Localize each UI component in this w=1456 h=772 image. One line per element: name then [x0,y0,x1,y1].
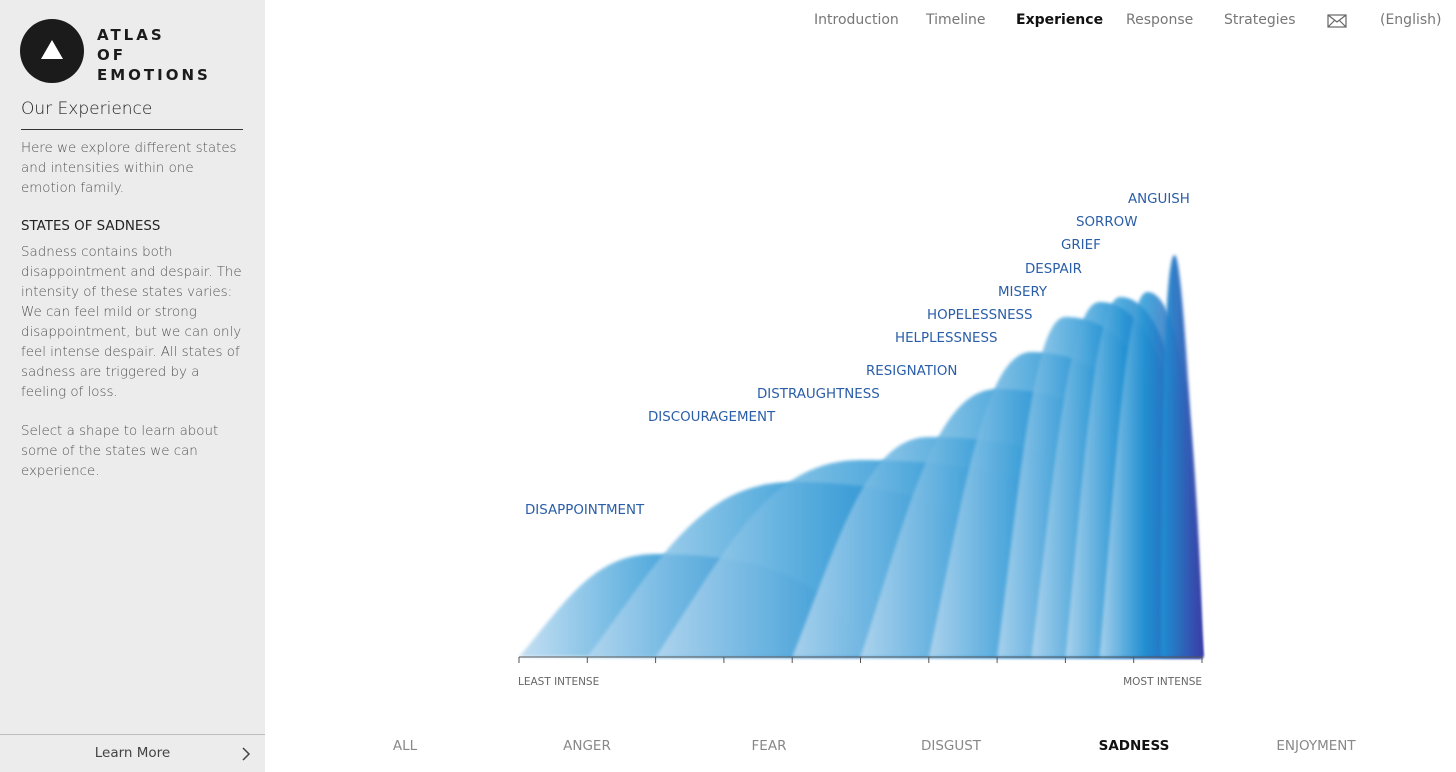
logo-line: OF [97,46,126,64]
select-hint: Select a shape to learn about some of th… [21,424,219,479]
nav-response[interactable]: Response [1126,12,1194,28]
logo-wordmark: ATLAS OF EMOTIONS [97,25,211,85]
emotion-tab-anger[interactable]: ANGER [563,738,611,754]
section-title: Our Experience [21,99,243,130]
intro-text: Here we explore different states and int… [21,141,237,196]
state-label-anguish[interactable]: ANGUISH [1128,192,1190,207]
nav-introduction[interactable]: Introduction [814,12,899,28]
axis-label-most-intense: MOST INTENSE [1123,676,1202,688]
nav-timeline[interactable]: Timeline [926,12,986,28]
state-label-grief[interactable]: GRIEF [1061,238,1101,253]
learn-more-label: Learn More [94,745,171,761]
learn-more-button[interactable]: Learn More [0,734,265,772]
nav-experience[interactable]: Experience [1016,12,1104,28]
axis-label-least-intense: LEAST INTENSE [518,676,599,688]
mail-icon[interactable] [1327,14,1347,28]
logo-triangle-icon [20,19,84,83]
state-label-resignation[interactable]: RESIGNATION [866,364,957,379]
emotion-tab-enjoyment[interactable]: ENJOYMENT [1276,738,1356,754]
chevron-right-icon [242,747,251,761]
sidebar: ATLAS OF EMOTIONS Our Experience Here we… [0,0,265,772]
nav-strategies[interactable]: Strategies [1224,12,1296,28]
logo-line: EMOTIONS [97,66,211,84]
emotion-tab-disgust[interactable]: DISGUST [920,738,982,754]
state-label-misery[interactable]: MISERY [998,285,1048,300]
emotion-tab-all[interactable]: ALL [392,738,418,754]
state-label-helplessness[interactable]: HELPLESSNESS [895,331,997,346]
language-selector[interactable]: (English) [1380,12,1442,28]
emotion-tab-fear[interactable]: FEAR [751,738,787,754]
logo-line: ATLAS [97,26,165,44]
state-label-disappointment[interactable]: DISAPPOINTMENT [525,503,645,518]
state-label-distraughtness[interactable]: DISTRAUGHTNESS [757,387,880,402]
top-nav: Introduction Timeline Experience Respons… [800,12,1442,32]
state-shape-anguish[interactable] [1161,255,1202,657]
state-label-sorrow[interactable]: SORROW [1076,215,1137,230]
state-label-despair[interactable]: DESPAIR [1025,262,1082,277]
atlas-logo[interactable]: ATLAS OF EMOTIONS [20,19,220,85]
state-label-hopelessness[interactable]: HOPELESSNESS [927,308,1033,323]
states-heading: STATES OF SADNESS [21,219,161,234]
states-description: Sadness contains both disappointment and… [21,245,242,400]
state-label-discouragement[interactable]: DISCOURAGEMENT [648,410,776,425]
emotion-tab-sadness[interactable]: SADNESS [1098,738,1170,754]
